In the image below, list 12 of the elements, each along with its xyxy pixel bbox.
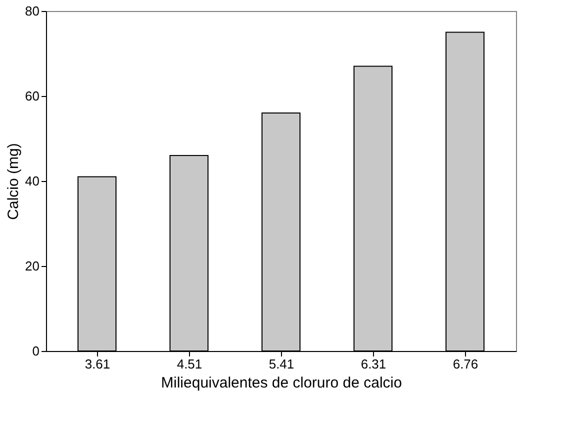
y-tick-label: 0 bbox=[32, 344, 40, 358]
y-tick-label: 60 bbox=[25, 88, 40, 104]
x-axis-title: Miliequivalentes de cloruro de calcio bbox=[161, 374, 402, 392]
x-tick-label: 5.41 bbox=[268, 356, 294, 372]
x-tick-label: 4.51 bbox=[176, 356, 202, 372]
x-tick-label: 6.31 bbox=[360, 356, 386, 372]
x-tick-label: 3.61 bbox=[84, 356, 110, 372]
y-tick-label: 80 bbox=[25, 4, 40, 18]
x-tick-label: 6.76 bbox=[452, 356, 478, 372]
y-tick-label: 40 bbox=[25, 174, 40, 188]
y-axis-title: Calcio (mg) bbox=[5, 143, 22, 220]
y-tick-label: 20 bbox=[25, 258, 40, 274]
